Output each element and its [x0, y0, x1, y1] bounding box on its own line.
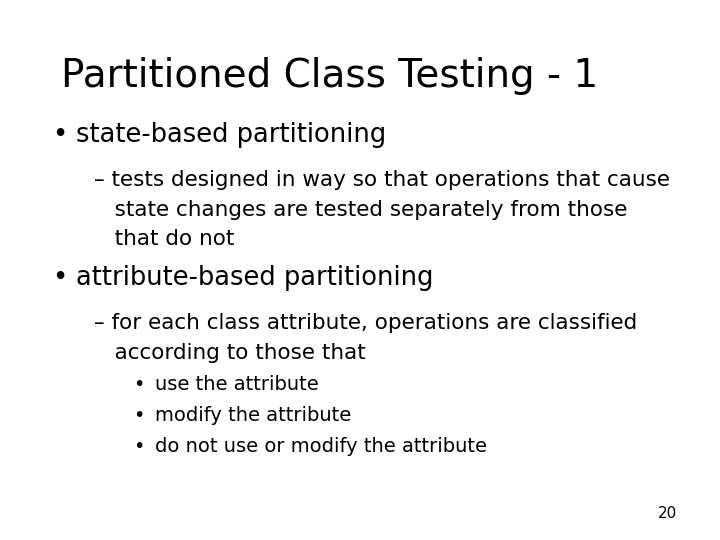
- Text: state changes are tested separately from those: state changes are tested separately from…: [94, 200, 627, 220]
- Text: do not use or modify the attribute: do not use or modify the attribute: [155, 437, 487, 456]
- Text: – tests designed in way so that operations that cause: – tests designed in way so that operatio…: [94, 170, 670, 190]
- Text: – for each class attribute, operations are classified: – for each class attribute, operations a…: [94, 313, 637, 333]
- Text: that do not: that do not: [94, 230, 234, 249]
- Text: •: •: [133, 437, 145, 456]
- Text: use the attribute: use the attribute: [155, 375, 318, 394]
- Text: •: •: [133, 406, 145, 425]
- Text: attribute-based partitioning: attribute-based partitioning: [76, 265, 433, 291]
- Text: •: •: [52, 122, 67, 147]
- Text: 20: 20: [657, 506, 677, 521]
- Text: •: •: [133, 375, 145, 394]
- Text: according to those that: according to those that: [94, 343, 365, 363]
- Text: Partitioned Class Testing - 1: Partitioned Class Testing - 1: [61, 57, 598, 94]
- Text: •: •: [52, 265, 67, 291]
- Text: modify the attribute: modify the attribute: [155, 406, 351, 425]
- Text: state-based partitioning: state-based partitioning: [76, 122, 386, 147]
